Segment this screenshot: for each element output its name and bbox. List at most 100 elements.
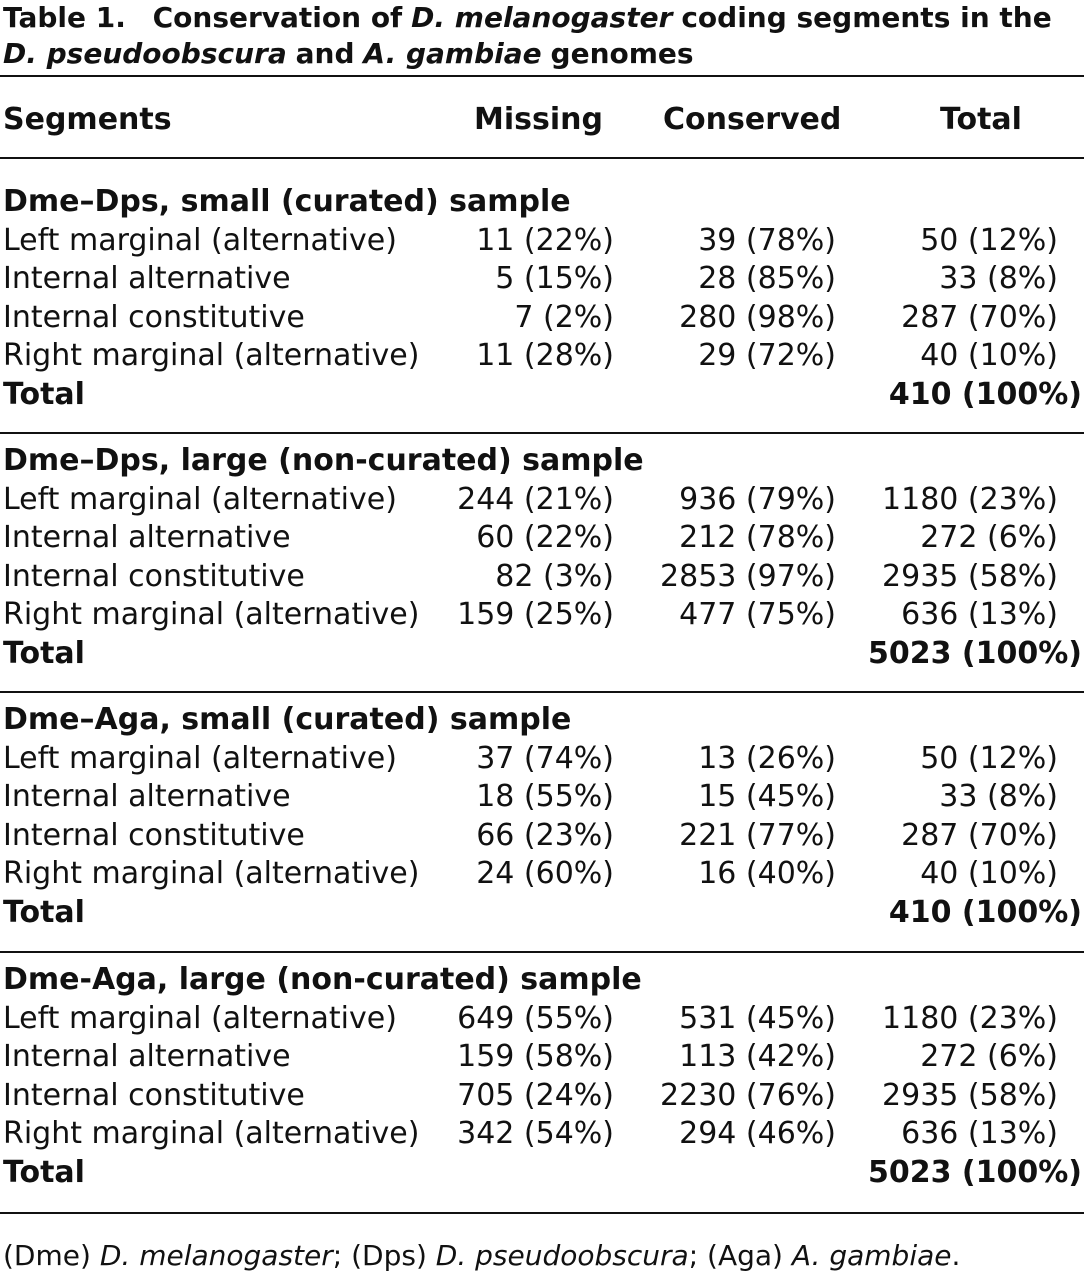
section-total-value: 410 (100%) [888, 894, 1082, 930]
row-total-value: 636 (13%) [901, 1116, 1058, 1151]
row-missing-value: 7 (2%) [514, 299, 614, 335]
row-conserved-value: 13 (26%) [698, 740, 836, 776]
section-heading: Dme–Dps, small (curated) sample [3, 184, 571, 219]
row-total-value: 272 (6%) [920, 1039, 1058, 1074]
row-missing-value: 18 (55%) [476, 779, 614, 814]
row-missing-value: 342 (54%) [457, 1116, 614, 1151]
row-conserved-value: 477 (75%) [679, 597, 836, 632]
row-segment-label: Internal alternative [3, 520, 291, 555]
row-segment-label: Left marginal (alternative) [3, 222, 397, 258]
row-missing-value: 244 (21%) [457, 481, 614, 517]
row-conserved-value: 2853 (97%) [660, 558, 836, 594]
row-total-value: 287 (70%) [901, 817, 1058, 853]
row-conserved-value: 212 (78%) [679, 520, 836, 555]
table-caption: Table 1. Conservation of D. melanogaster… [3, 0, 1083, 72]
caption-title-mid: coding segments in the [681, 1, 1052, 34]
row-total-value: 1180 (23%) [882, 1000, 1058, 1036]
row-total-value: 50 (12%) [920, 222, 1058, 258]
header-rule [0, 157, 1084, 159]
footnote-name-dme: D. melanogaster [99, 1239, 333, 1272]
row-conserved-value: 531 (45%) [679, 1000, 836, 1036]
section-separator-rule [0, 432, 1084, 434]
row-segment-label: Right marginal (alternative) [3, 1116, 420, 1151]
caption-line-2: D. pseudoobscura and A. gambiae genomes [3, 36, 1083, 72]
row-segment-label: Internal alternative [3, 779, 291, 814]
row-missing-value: 66 (23%) [476, 817, 614, 853]
row-total-value: 33 (8%) [939, 261, 1058, 296]
row-total-value: 2935 (58%) [882, 1077, 1058, 1113]
footnote-separator: ; [688, 1239, 699, 1272]
row-total-value: 636 (13%) [901, 597, 1058, 632]
column-header-conserved: Conserved [663, 102, 842, 137]
row-total-value: 1180 (23%) [882, 481, 1058, 517]
footnote-separator: ; [332, 1239, 343, 1272]
row-missing-value: 60 (22%) [476, 520, 614, 555]
row-missing-value: 649 (55%) [457, 1000, 614, 1036]
row-segment-label: Internal constitutive [3, 558, 305, 594]
caption-species-2: D. pseudoobscura [3, 37, 287, 70]
row-total-value: 50 (12%) [920, 740, 1058, 776]
row-conserved-value: 294 (46%) [679, 1116, 836, 1151]
table-footnote: (Dme) D. melanogaster; (Dps) D. pseudoob… [3, 1237, 960, 1275]
bottom-rule [0, 1212, 1084, 1214]
row-segment-label: Internal alternative [3, 1039, 291, 1074]
caption-title-pre: Conservation of [152, 1, 403, 34]
section-total-label: Total [3, 376, 85, 412]
section-heading: Dme-Aga, large (non-curated) sample [3, 962, 642, 997]
row-missing-value: 82 (3%) [495, 558, 614, 594]
section-total-label: Total [3, 1154, 85, 1190]
column-header-segments: Segments [3, 102, 172, 137]
footnote-abbr-dps: (Dps) [351, 1239, 427, 1272]
row-conserved-value: 2230 (76%) [660, 1077, 836, 1113]
footnote-name-aga: A. gambiae [791, 1239, 952, 1272]
section-separator-rule [0, 691, 1084, 693]
row-conserved-value: 221 (77%) [679, 817, 836, 853]
caption-title-end: genomes [550, 37, 694, 70]
row-missing-value: 11 (28%) [476, 338, 614, 373]
table-label: Table 1. [3, 1, 126, 34]
section-total-value: 5023 (100%) [867, 1154, 1082, 1190]
row-total-value: 33 (8%) [939, 779, 1058, 814]
row-segment-label: Right marginal (alternative) [3, 856, 420, 891]
row-segment-label: Left marginal (alternative) [3, 1000, 397, 1036]
row-segment-label: Right marginal (alternative) [3, 597, 420, 632]
row-total-value: 287 (70%) [901, 299, 1058, 335]
row-segment-label: Left marginal (alternative) [3, 740, 397, 776]
row-missing-value: 37 (74%) [476, 740, 614, 776]
caption-title-and: and [295, 37, 355, 70]
column-header-missing: Missing [474, 102, 603, 137]
row-missing-value: 705 (24%) [457, 1077, 614, 1113]
section-total-value: 5023 (100%) [867, 635, 1082, 671]
row-conserved-value: 29 (72%) [698, 338, 836, 373]
row-conserved-value: 113 (42%) [679, 1039, 836, 1074]
row-missing-value: 159 (25%) [457, 597, 614, 632]
row-conserved-value: 280 (98%) [679, 299, 836, 335]
row-missing-value: 24 (60%) [476, 856, 614, 891]
row-conserved-value: 16 (40%) [698, 856, 836, 891]
row-conserved-value: 15 (45%) [698, 779, 836, 814]
row-segment-label: Right marginal (alternative) [3, 338, 420, 373]
section-total-label: Total [3, 894, 85, 930]
row-segment-label: Internal constitutive [3, 817, 305, 853]
row-conserved-value: 28 (85%) [698, 261, 836, 296]
section-total-value: 410 (100%) [888, 376, 1082, 412]
row-total-value: 2935 (58%) [882, 558, 1058, 594]
row-conserved-value: 39 (78%) [698, 222, 836, 258]
top-rule [0, 75, 1084, 77]
row-segment-label: Internal alternative [3, 261, 291, 296]
section-heading: Dme–Aga, small (curated) sample [3, 702, 572, 737]
caption-species-3: A. gambiae [363, 37, 542, 70]
column-header-total: Total [940, 102, 1022, 137]
row-total-value: 40 (10%) [920, 856, 1058, 891]
row-missing-value: 11 (22%) [476, 222, 614, 258]
row-missing-value: 159 (58%) [457, 1039, 614, 1074]
footnote-abbr-dme: (Dme) [3, 1239, 91, 1272]
row-segment-label: Internal constitutive [3, 299, 305, 335]
row-total-value: 272 (6%) [920, 520, 1058, 555]
section-total-label: Total [3, 635, 85, 671]
row-segment-label: Left marginal (alternative) [3, 481, 397, 517]
footnote-end: . [951, 1239, 961, 1272]
section-separator-rule [0, 951, 1084, 953]
caption-species-1: D. melanogaster [411, 1, 673, 34]
